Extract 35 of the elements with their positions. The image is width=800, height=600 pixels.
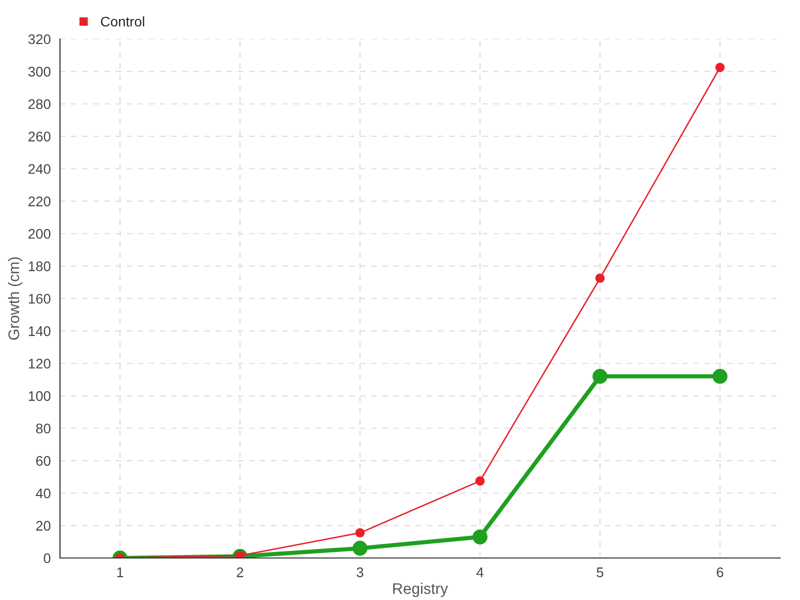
x-tick-label: 6 [716, 567, 724, 578]
y-tick-label: 220 [28, 196, 50, 206]
y-tick-label: 40 [36, 488, 50, 498]
y-tick-label: 260 [28, 132, 50, 142]
y-tick-label: 80 [36, 424, 50, 434]
point [715, 62, 725, 72]
x-tick-label: 1 [117, 568, 124, 578]
y-tick-label: 280 [28, 99, 50, 110]
y-tick-label: 120 [28, 358, 50, 369]
point [235, 550, 245, 558]
legend-label: Control [100, 16, 144, 27]
y-tick-label: 60 [36, 456, 50, 466]
x-tick-label: 4 [476, 568, 484, 578]
y-axis-title: Growth (cm) [8, 257, 22, 340]
y-tick-label: 140 [28, 326, 50, 336]
y-tick-label: 200 [28, 228, 50, 239]
point [592, 368, 608, 384]
y-tick-label: 20 [36, 520, 50, 531]
y-tick-label: 100 [28, 391, 50, 401]
x-tick-label: 5 [596, 568, 604, 578]
point [352, 540, 368, 556]
point [475, 476, 485, 486]
x-tick-label: 3 [356, 567, 364, 578]
y-tick-label: 320 [28, 34, 50, 44]
y-tick-label: 180 [28, 261, 50, 272]
y-tick-label: 160 [28, 294, 50, 304]
x-axis-title: Registry [393, 582, 448, 597]
y-tick-label: 240 [28, 164, 50, 174]
point [472, 529, 488, 544]
point [595, 274, 605, 283]
y-tick-label: 0 [44, 553, 50, 564]
y-tick-label: 300 [28, 66, 50, 77]
point [355, 528, 365, 538]
point [712, 368, 728, 384]
x-tick-label: 2 [236, 567, 244, 578]
